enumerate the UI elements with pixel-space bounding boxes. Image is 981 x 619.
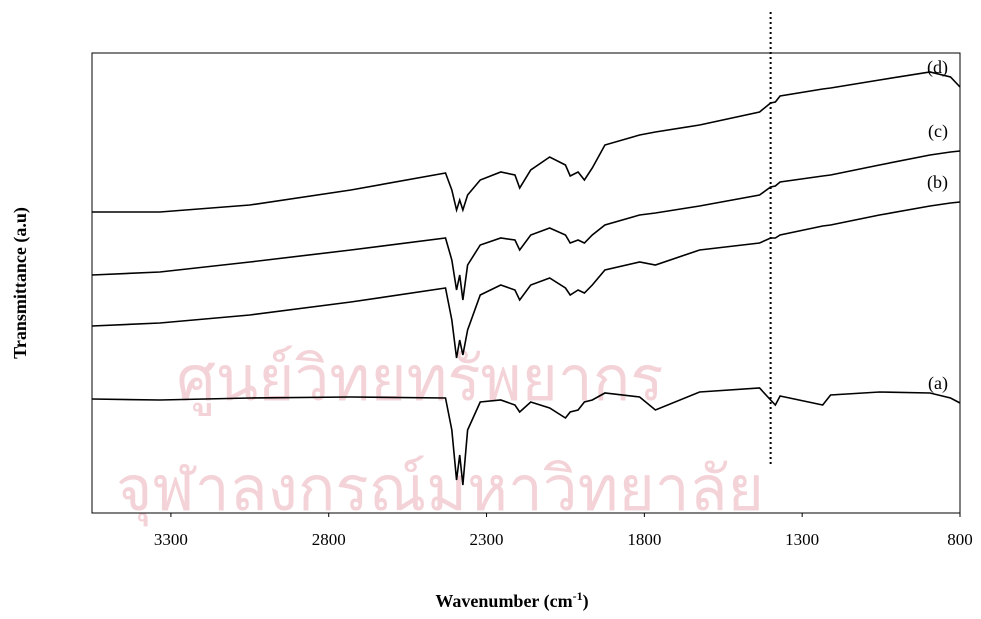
series-label: (d) xyxy=(927,57,948,78)
x-axis-label-part: Wavenumber (cm xyxy=(435,591,572,612)
x-tick-label: 2300 xyxy=(470,530,504,549)
y-axis-label: Transmittance (a.u) xyxy=(10,207,31,359)
x-tick-label: 1300 xyxy=(785,530,819,549)
watermark: ศูนย์วิทยทรัพยากร xyxy=(176,342,663,416)
plot-frame xyxy=(91,52,961,514)
x-axis-label-sup: -1 xyxy=(573,589,583,603)
spectrum-line xyxy=(91,201,961,359)
x-tick-label: 1800 xyxy=(627,530,661,549)
series-label: (c) xyxy=(928,121,948,142)
x-axis-label: Wavenumber (cm-1) xyxy=(435,589,588,612)
x-axis-label-part: ) xyxy=(583,591,589,612)
series-label: (a) xyxy=(928,373,948,394)
watermark: จุฬาลงกรณ์มหาวิทยาลัย xyxy=(116,452,764,526)
x-tick-label: 2800 xyxy=(312,530,346,549)
spectrum-line xyxy=(92,71,961,214)
spectrum-line xyxy=(91,387,961,486)
spectrum-line xyxy=(91,150,961,301)
x-tick-label: 800 xyxy=(947,530,973,549)
x-tick-label: 3300 xyxy=(154,530,188,549)
series-label: (b) xyxy=(927,172,948,193)
